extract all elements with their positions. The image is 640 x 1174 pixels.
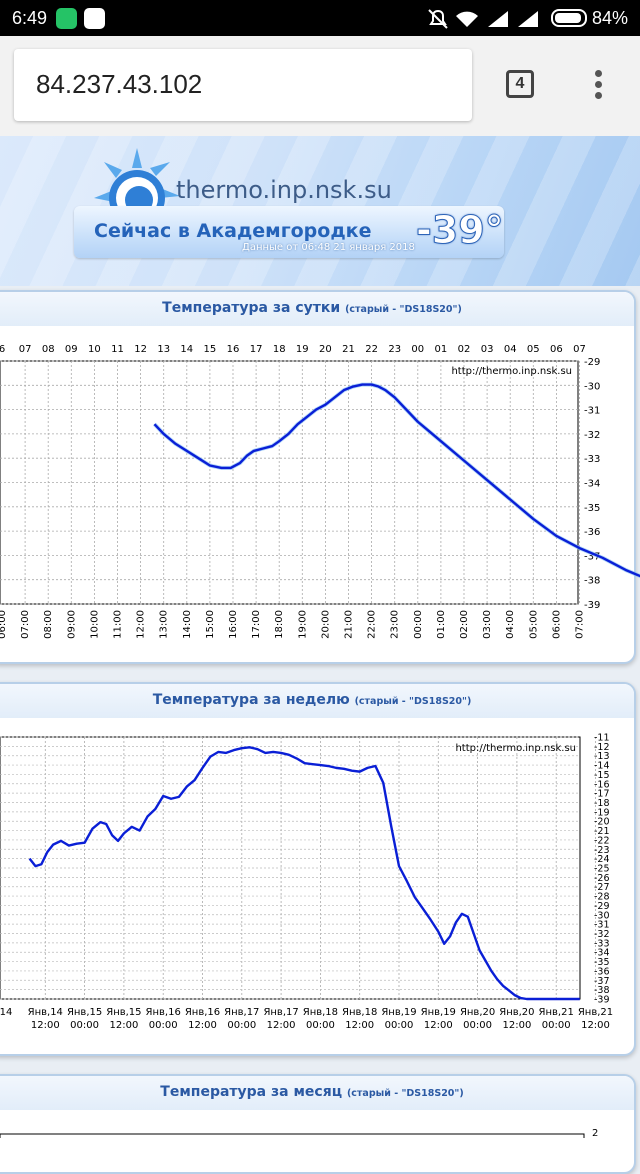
panel-title-text: Температура за неделю: [152, 692, 350, 708]
panel-subtitle: (старый - "DS18S20"): [354, 696, 472, 707]
status-time: 6:49: [12, 8, 48, 28]
mute-icon: [428, 9, 448, 29]
url-text[interactable]: 84.237.43.102: [36, 69, 203, 99]
month-chart-panel: Температура за месяц (старый - "DS18S20"…: [0, 1074, 636, 1174]
day-chart-panel: Температура за сутки (старый - "DS18S20"…: [0, 290, 636, 664]
tab-switcher-button[interactable]: 4: [506, 70, 534, 98]
url-bar[interactable]: 84.237.43.102: [14, 49, 472, 121]
panel-subtitle: (старый - "DS18S20"): [346, 1088, 464, 1099]
current-weather-banner: [74, 206, 504, 258]
panel-title-text: Температура за месяц: [160, 1084, 343, 1100]
whatsapp-icon: [56, 8, 77, 29]
site-name[interactable]: thermo.inp.nsk.su: [176, 176, 392, 204]
battery-percent: 84%: [591, 8, 628, 28]
panel-title: Температура за месяц (старый - "DS18S20"…: [0, 1084, 634, 1100]
battery-icon: [551, 9, 587, 27]
google-icon: [84, 8, 105, 29]
site-header: thermo.inp.nsk.su Сейчас в Академгородке…: [0, 136, 640, 286]
status-bar: 6:49 84%: [0, 0, 640, 36]
current-temperature: -39°: [416, 208, 505, 253]
week-chart-panel: Температура за неделю (старый - "DS18S20…: [0, 682, 636, 1056]
panel-title: Температура за неделю (старый - "DS18S20…: [0, 692, 634, 708]
wifi-icon: [456, 11, 478, 27]
browser-toolbar: 84.237.43.102 4: [0, 36, 640, 136]
signal-icon: [488, 11, 538, 27]
overflow-menu-icon[interactable]: [590, 70, 606, 104]
panel-subtitle: (старый - "DS18S20"): [345, 304, 462, 315]
data-timestamp: Данные от 06:48 21 января 2018: [242, 242, 415, 253]
now-label: Сейчас в Академгородке: [94, 220, 372, 242]
panel-title-text: Температура за сутки: [162, 300, 341, 316]
panel-title: Температура за сутки (старый - "DS18S20"…: [0, 300, 634, 316]
